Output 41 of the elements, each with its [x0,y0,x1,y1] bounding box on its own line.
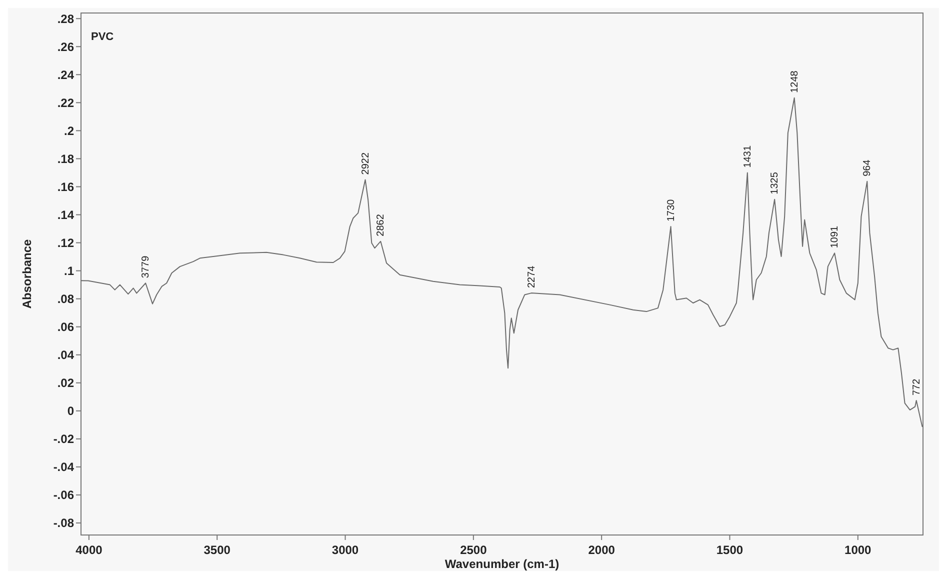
y-tick-label: .14 [57,208,74,222]
x-tick-label: 3500 [204,543,231,557]
annotation: 1431 [742,145,754,168]
y-tick-label: -.06 [53,488,74,502]
annotation: 2862 [376,214,387,236]
annotation: 772 [911,378,922,396]
annotation: 964 [862,159,874,176]
y-tick-label: -.04 [53,460,74,474]
y-tick-label: .26 [57,40,74,54]
annotation: 3779 [140,255,152,278]
annotation: 1091 [830,225,841,248]
y-tick-label: .02 [57,376,74,390]
y-tick-label: .18 [57,152,74,166]
x-axis-title: Wavenumber (cm-1) [444,557,560,571]
y-tick-label: .2 [64,124,74,138]
y-tick-label: .28 [57,12,74,26]
y-axis-title: Absorbance [20,239,34,309]
y-tick-label: .24 [57,68,74,82]
annotation: 2274 [526,265,538,288]
y-tick-label: 0 [67,404,74,418]
x-tick-label: 4000 [76,543,103,557]
x-tick-label: 2000 [588,543,616,557]
x-tick-label: 2500 [460,543,488,557]
x-tick-label: 1500 [716,543,744,557]
y-tick-label: -.02 [53,432,74,446]
annotation: 1325 [770,172,781,194]
y-tick-label: -.08 [53,516,74,530]
x-tick-label: 1000 [844,543,872,557]
y-tick-label: .08 [57,292,74,306]
line-series [80,97,923,428]
y-tick-label: .1 [64,264,74,278]
y-tick-label: .16 [57,180,74,194]
annotation: 1248 [789,70,800,93]
y-tick-label: .04 [57,348,74,362]
annotation: 1730 [666,198,677,222]
y-tick-label: .12 [57,236,74,250]
x-tick-label: 3000 [332,543,359,557]
y-tick-label: .22 [57,96,74,110]
y-tick-label: .06 [57,320,74,334]
text: PVC [91,31,114,43]
annotation: 2922 [360,152,372,175]
